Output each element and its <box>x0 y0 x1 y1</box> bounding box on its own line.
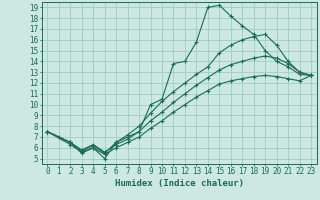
X-axis label: Humidex (Indice chaleur): Humidex (Indice chaleur) <box>115 179 244 188</box>
